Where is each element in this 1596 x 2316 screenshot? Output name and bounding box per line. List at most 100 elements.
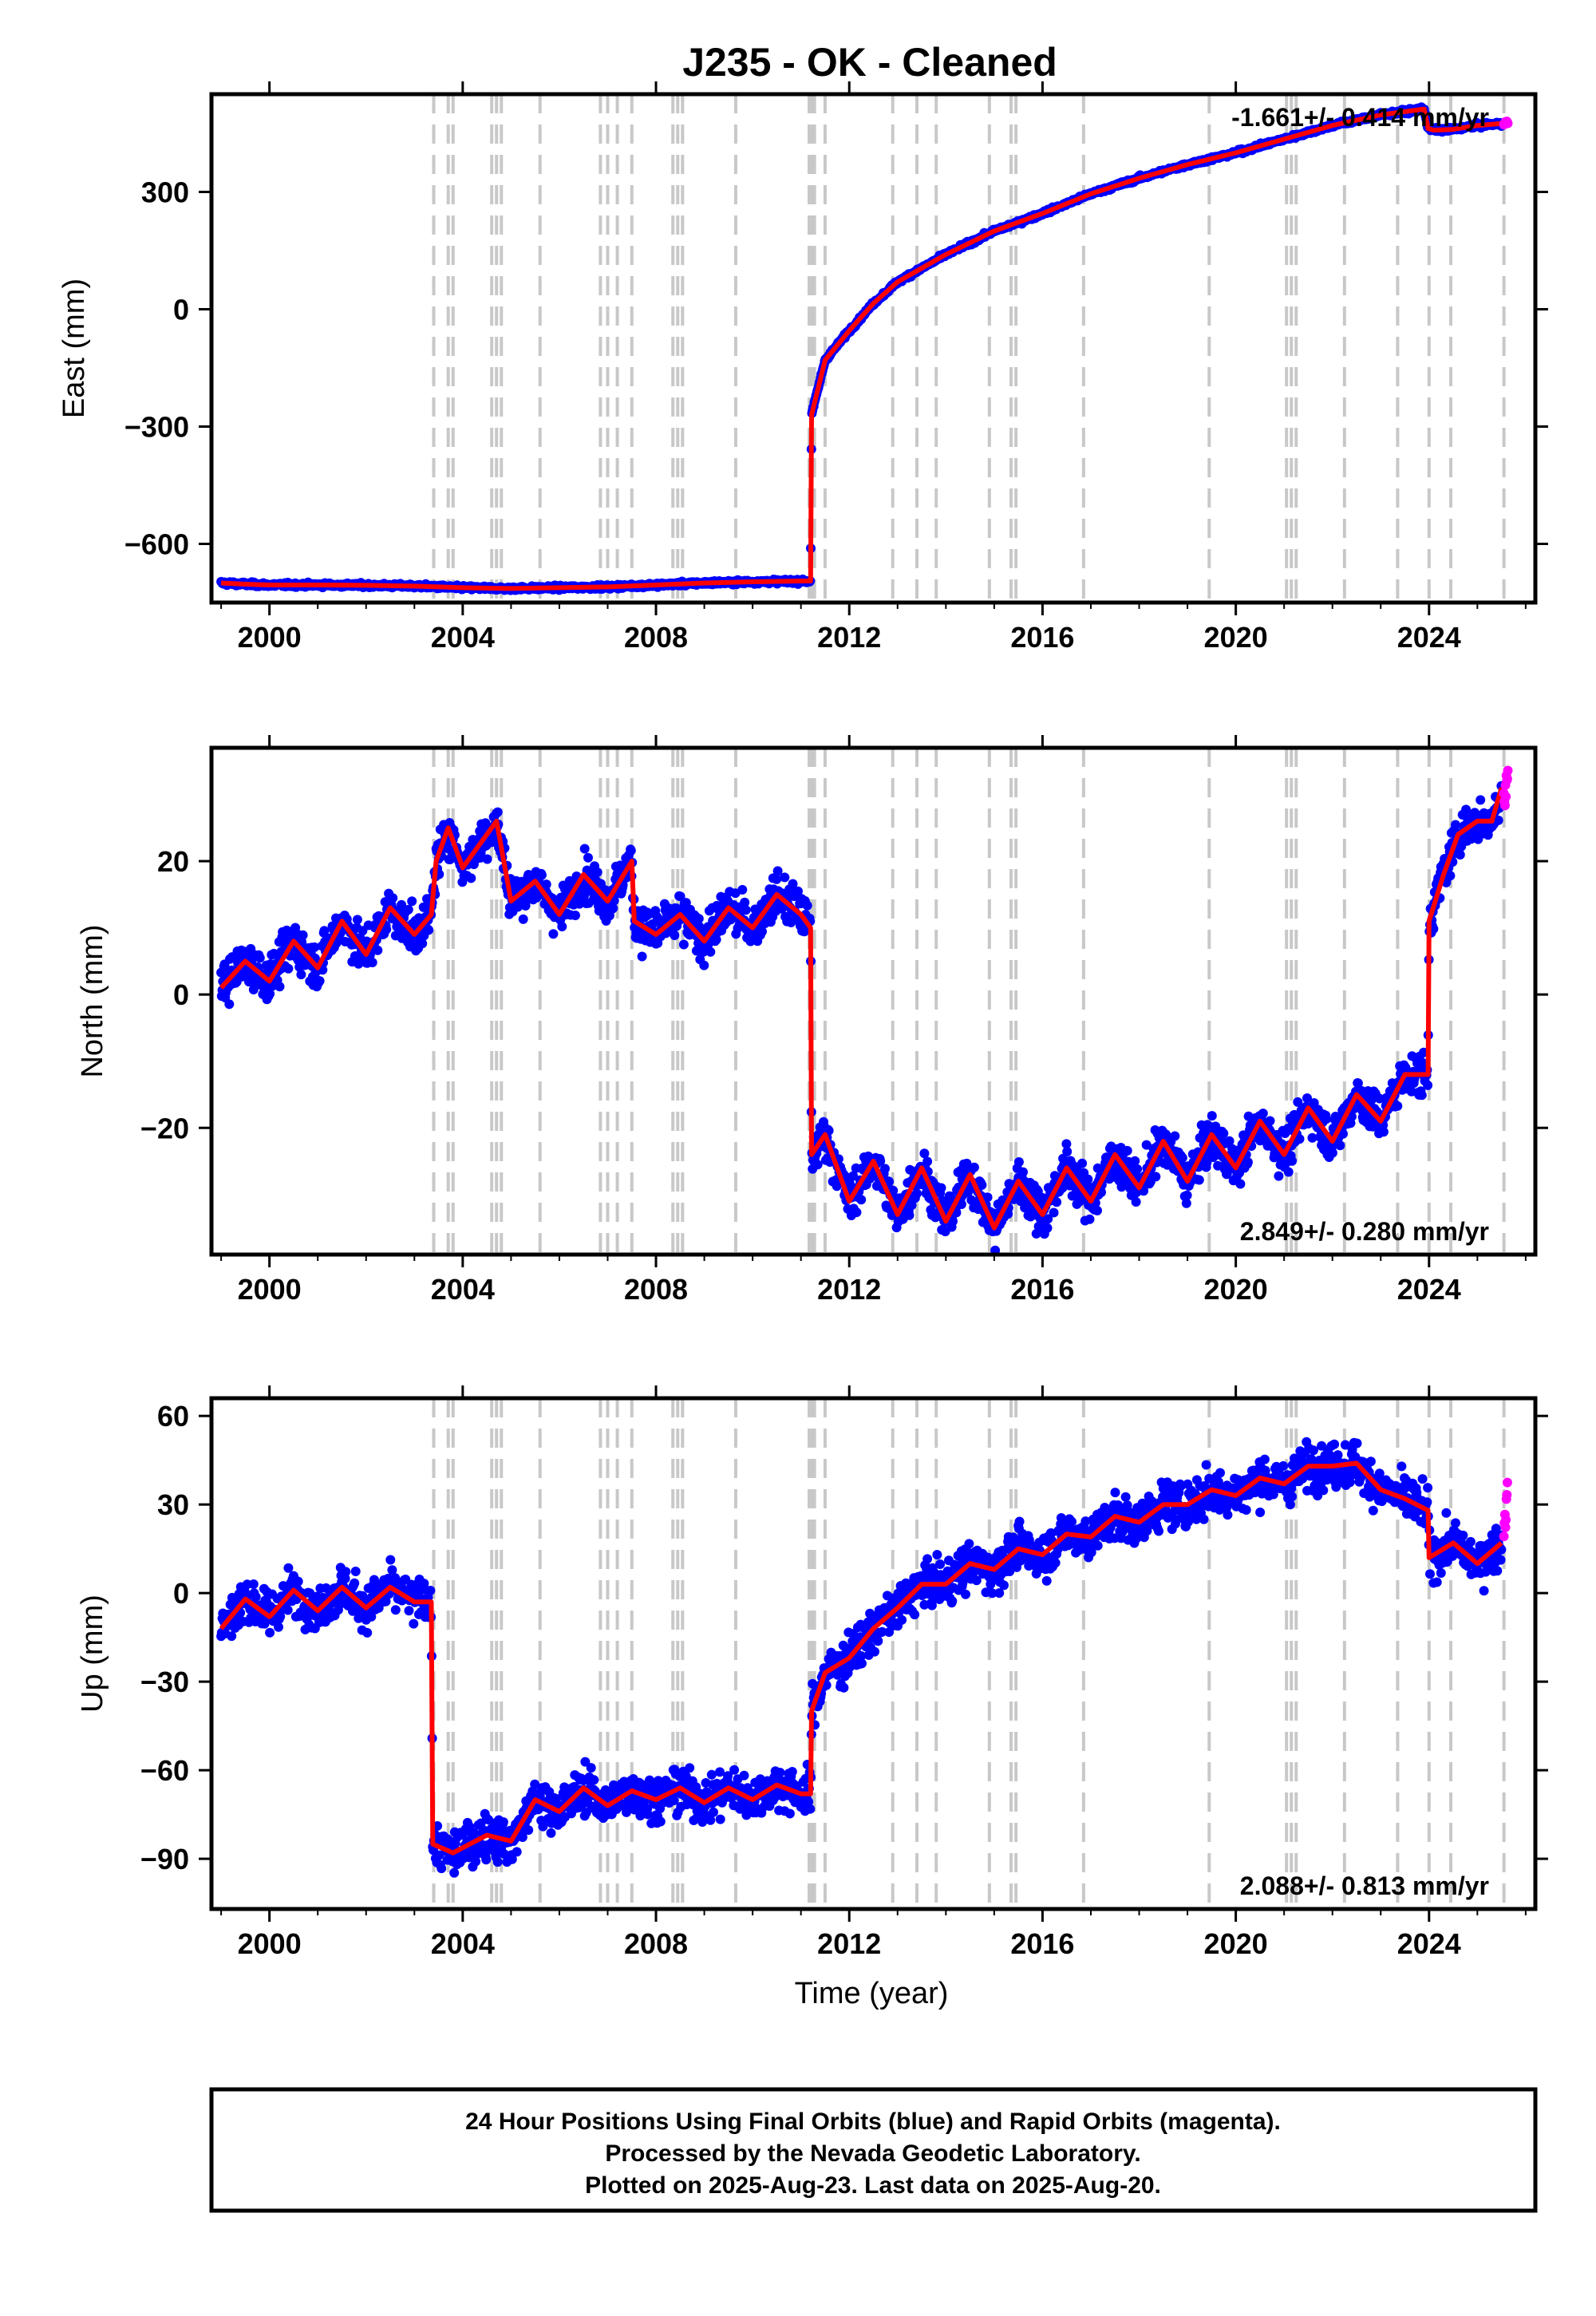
north-data-point [1207,1111,1217,1121]
north-data-point [1061,1139,1072,1149]
up-data-point [227,1631,237,1642]
north-data-point [1307,1132,1317,1143]
north-data-point [1151,1172,1161,1182]
north-data-point [255,953,265,963]
north-data-point [482,854,492,864]
north-x-tick-label: 2016 [1010,1273,1074,1306]
north-data-point [737,884,748,895]
north-data-point [1235,1179,1246,1189]
north-data-point [492,807,503,817]
north-data-point [670,931,680,940]
north-data-point [1338,1128,1348,1139]
north-data-point [583,852,593,863]
north-data-point [793,886,803,896]
north-data-point [1049,1207,1059,1218]
north-data-point [381,924,392,935]
up-data-point [340,1574,350,1583]
north-data-point [637,951,647,962]
north-data-point [982,1192,993,1203]
up-data-point [282,1605,293,1615]
north-data-point [1287,1156,1298,1166]
north-x-tick-label: 2020 [1204,1273,1268,1306]
north-data-point [310,942,320,952]
north-data-point [757,927,767,937]
north-data-point [1018,1167,1028,1177]
north-y-tick-label: −20 [140,1112,189,1144]
up-data-point [274,1622,283,1632]
north-data-point [314,976,325,986]
north-data-point [1321,1114,1331,1124]
north-data-point [956,1199,966,1209]
north-data-point [1052,1197,1062,1207]
north-data-point [802,900,812,911]
up-data-point [293,1576,303,1587]
north-data-point [1493,815,1503,825]
north-data-point [922,1156,933,1167]
north-x-tick-label: 2024 [1397,1273,1461,1306]
north-data-point [296,970,306,980]
north-data-point [571,911,580,920]
north-data-point [1335,1140,1345,1151]
north-data-point [705,947,716,957]
up-data-point [265,1627,275,1638]
north-data-point [711,935,721,945]
east-rate-label: -1.661+/- 0.414 mm/yr [1231,103,1489,132]
north-data-point [1461,804,1472,815]
north-data-point [513,902,523,912]
north-data-point [1502,774,1512,784]
east-y-tick-label: 300 [141,176,189,209]
north-data-point [1132,1164,1143,1174]
east-series-final-points [216,102,1507,595]
north-data-point [1092,1205,1102,1215]
north-data-point [417,939,428,949]
north-data-point [265,989,275,999]
east-data-point [1503,118,1513,128]
north-data-point [1302,1093,1312,1103]
up-data-point [350,1567,361,1576]
up-plot-area [216,1398,1512,1909]
north-data-point [699,960,709,970]
east-plot-area [216,94,1513,603]
north-data-point [1353,1078,1363,1089]
north-data-point [1177,1152,1187,1163]
north-data-point [352,915,362,925]
north-data-point [388,893,398,903]
north-data-point [367,958,377,967]
north-data-point [1445,871,1456,881]
up-data-point [366,1611,377,1622]
north-data-point [1181,1198,1191,1208]
north-data-point [936,1183,946,1193]
north-data-point [424,925,434,935]
north-data-point [1294,1134,1305,1144]
north-data-point [856,1195,867,1205]
east-x-tick-label: 2016 [1010,621,1074,654]
north-data-point [403,904,413,915]
north-data-point [1501,792,1511,802]
north-data-point [1451,820,1460,830]
north-data-point [466,873,476,883]
up-data-point [350,1578,360,1588]
north-data-point [1043,1214,1053,1224]
north-data-point [541,879,551,890]
north-data-point [1327,1148,1337,1158]
north-y-axis-label: North (mm) [76,924,109,1077]
up-data-point [248,1579,259,1589]
north-data-point [1182,1190,1192,1200]
north-data-point [1042,1223,1053,1233]
north-data-point [1274,1171,1284,1181]
north-data-point [812,1160,823,1170]
north-data-point [1122,1145,1132,1156]
north-data-point [740,897,750,907]
north-data-point [848,1171,859,1181]
east-x-tick-label: 2000 [238,621,302,654]
north-data-point [912,1188,922,1199]
east-x-tick-label: 2024 [1397,621,1461,654]
north-data-point [283,963,294,974]
north-x-tick-label: 2012 [817,1273,881,1306]
north-data-point [851,1207,862,1218]
north-data-point [1224,1136,1235,1146]
east-x-tick-label: 2008 [624,621,688,654]
north-data-point [1265,1116,1275,1126]
